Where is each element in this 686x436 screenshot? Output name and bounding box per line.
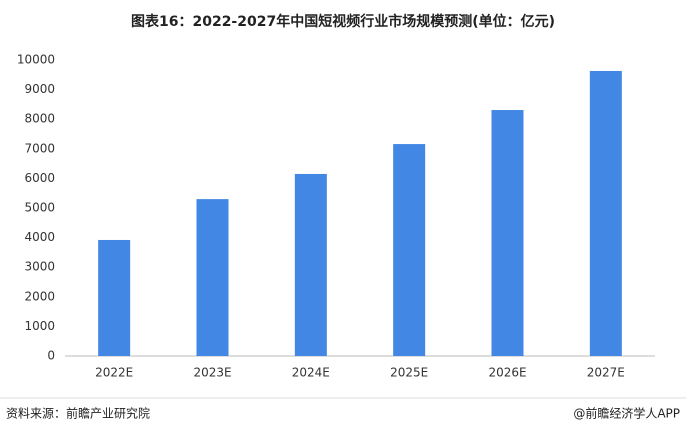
y-tick-label: 9000 [24,82,55,96]
bar [589,70,622,357]
credit: @前瞻经济学人APP [573,406,680,421]
x-tick-label: 2022E [95,366,133,380]
y-tick-label: 3000 [24,260,55,274]
source: 资料来源：前瞻产业研究院 [6,406,150,421]
y-tick-label: 7000 [24,141,55,155]
y-tick-label: 8000 [24,112,55,126]
y-tick-label: 10000 [17,53,55,67]
chart-title: 图表16：2022-2027年中国短视频行业市场规模预测(单位：亿元) [131,13,555,30]
x-tick-label: 2027E [587,366,625,380]
x-tick-label: 2025E [390,366,428,380]
y-tick-label: 6000 [24,171,55,185]
y-tick-label: 5000 [24,201,55,215]
x-tick-label: 2023E [193,366,231,380]
x-tick-label: 2026E [488,366,526,380]
y-tick-label: 4000 [24,230,55,244]
bar [98,239,131,356]
bar [491,110,524,356]
y-tick-label: 0 [47,349,55,363]
bar [196,199,229,356]
y-tick-label: 1000 [24,319,55,333]
x-tick-label: 2024E [292,366,330,380]
y-tick-label: 2000 [24,289,55,303]
bar [294,173,327,356]
bar [393,144,426,356]
